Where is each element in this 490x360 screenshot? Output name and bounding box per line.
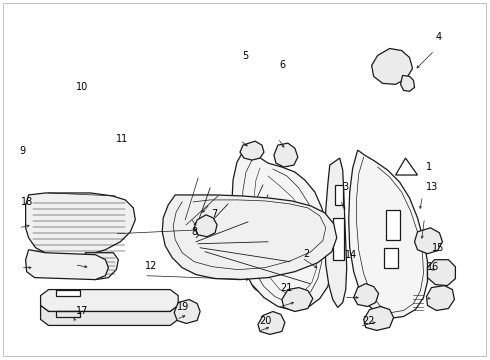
Polygon shape xyxy=(82,253,119,280)
Text: 21: 21 xyxy=(281,283,293,293)
Polygon shape xyxy=(349,150,427,319)
Polygon shape xyxy=(427,260,455,285)
Polygon shape xyxy=(232,148,332,310)
Polygon shape xyxy=(426,285,454,310)
Text: 14: 14 xyxy=(345,250,357,260)
Text: 15: 15 xyxy=(432,243,444,253)
Polygon shape xyxy=(335,185,343,205)
Text: 1: 1 xyxy=(426,162,432,172)
Text: 17: 17 xyxy=(76,306,89,316)
Text: 13: 13 xyxy=(426,182,438,192)
Polygon shape xyxy=(325,158,347,307)
Polygon shape xyxy=(25,193,135,258)
Polygon shape xyxy=(162,195,337,280)
Text: 8: 8 xyxy=(191,227,197,237)
Text: 6: 6 xyxy=(279,60,285,70)
Polygon shape xyxy=(333,218,343,260)
Text: 12: 12 xyxy=(145,261,157,271)
Polygon shape xyxy=(282,288,313,311)
Text: 11: 11 xyxy=(116,134,128,144)
Polygon shape xyxy=(371,49,413,84)
Polygon shape xyxy=(41,306,178,325)
Text: 18: 18 xyxy=(21,197,33,207)
Polygon shape xyxy=(354,284,379,306)
Polygon shape xyxy=(258,311,285,334)
Text: 4: 4 xyxy=(436,32,441,41)
Polygon shape xyxy=(386,210,399,240)
Text: 9: 9 xyxy=(19,146,25,156)
Text: 19: 19 xyxy=(176,302,189,312)
Polygon shape xyxy=(384,248,397,268)
Text: 22: 22 xyxy=(362,316,375,325)
Text: 16: 16 xyxy=(427,262,439,272)
Polygon shape xyxy=(194,215,217,237)
Polygon shape xyxy=(415,228,442,254)
Polygon shape xyxy=(174,300,200,323)
Text: 7: 7 xyxy=(211,209,217,219)
Text: 10: 10 xyxy=(76,82,89,92)
Polygon shape xyxy=(274,143,298,167)
Polygon shape xyxy=(25,250,108,280)
Polygon shape xyxy=(41,289,178,311)
Polygon shape xyxy=(55,289,80,296)
Polygon shape xyxy=(400,75,415,91)
Polygon shape xyxy=(240,141,264,160)
Text: 3: 3 xyxy=(343,182,349,192)
Text: 5: 5 xyxy=(243,51,249,61)
Text: 20: 20 xyxy=(260,316,272,325)
Polygon shape xyxy=(364,306,393,330)
Text: 2: 2 xyxy=(304,248,310,258)
